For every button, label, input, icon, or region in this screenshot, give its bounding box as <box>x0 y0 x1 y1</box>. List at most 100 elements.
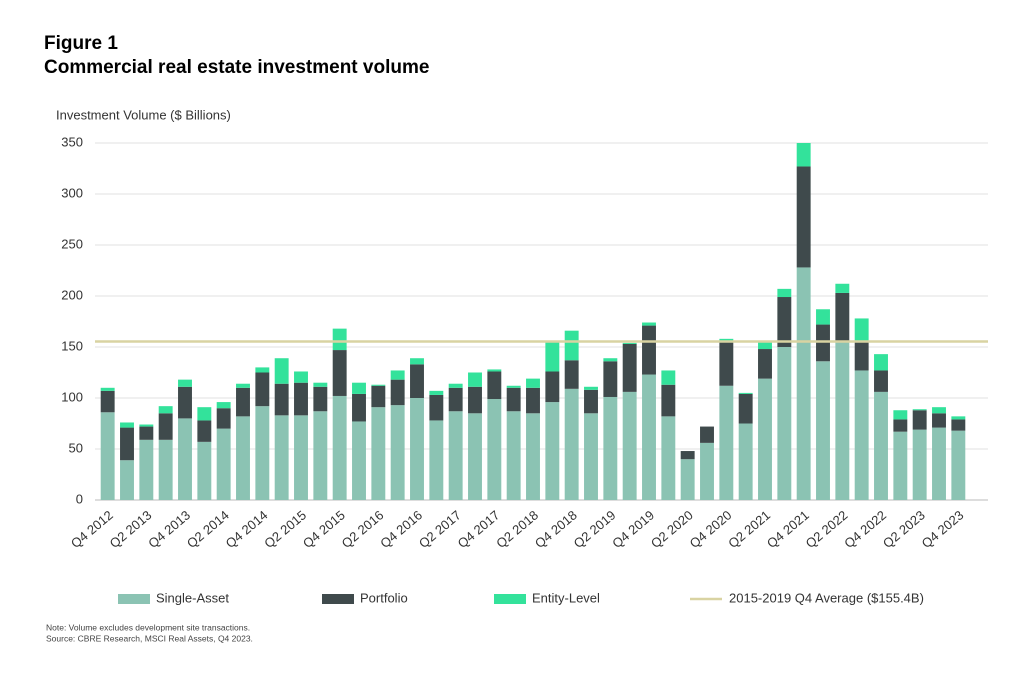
bar-segment <box>526 413 540 500</box>
bar-segment <box>429 394 444 421</box>
bar-segment <box>274 415 289 500</box>
bar-segment <box>526 378 540 388</box>
bar-segment <box>371 385 386 408</box>
bar-segment <box>120 422 134 428</box>
bar-segment <box>332 395 347 500</box>
bar-segment <box>255 372 270 407</box>
bar-segment <box>680 459 695 500</box>
bar-segment <box>410 398 424 500</box>
note: Source: CBRE Research, MSCI Real Assets,… <box>46 633 253 643</box>
bar-segment <box>642 325 656 375</box>
bar-segment <box>816 309 830 325</box>
x-tick-label: Q4 2016 <box>377 507 425 551</box>
bar-segment <box>313 386 328 412</box>
x-tick-label: Q4 2020 <box>687 507 735 551</box>
y-tick-label: 0 <box>76 491 83 506</box>
bar-segment <box>893 431 908 500</box>
bar-segment <box>236 387 250 417</box>
bar-segment <box>816 324 830 362</box>
bar-segment <box>332 350 347 396</box>
bar-segment <box>564 388 579 500</box>
bar-segment <box>448 387 463 412</box>
x-tick-label: Q4 2018 <box>532 507 580 551</box>
bar-segment <box>545 341 560 372</box>
bar-segment <box>448 383 463 388</box>
bar-segment <box>313 382 328 387</box>
chart-subtitle: Commercial real estate investment volume <box>44 57 429 78</box>
y-tick-label: 250 <box>61 236 83 251</box>
bar-segment <box>874 391 888 500</box>
x-tick-label: Q2 2017 <box>416 507 464 551</box>
bar-segment <box>139 424 154 427</box>
bar-segment <box>758 349 772 379</box>
bar-segment <box>932 427 946 500</box>
bar-segment <box>390 370 405 380</box>
y-tick-label: 350 <box>61 134 83 149</box>
note: Note: Volume excludes development site t… <box>46 622 250 632</box>
bar-segment <box>835 283 850 293</box>
bar-segment <box>912 429 927 500</box>
y-tick-label: 50 <box>69 440 83 455</box>
bar-segment <box>178 379 192 387</box>
bar-segment <box>468 386 482 414</box>
bar-segment <box>700 426 714 443</box>
x-tick-label: Q2 2018 <box>493 507 541 551</box>
bar-segment <box>738 392 753 394</box>
x-tick-label: Q2 2021 <box>725 507 773 551</box>
bar-segment <box>854 370 869 500</box>
bar-segment <box>197 420 212 442</box>
bar-segment <box>216 408 231 429</box>
legend-label: Entity-Level <box>532 590 600 605</box>
bar-segment <box>816 361 830 500</box>
bar-segment <box>777 297 792 347</box>
x-tick-label: Q2 2019 <box>571 507 619 551</box>
bar-segment <box>506 411 521 500</box>
bar-segment <box>526 387 540 414</box>
x-tick-label: Q2 2023 <box>880 507 928 551</box>
bar-segment <box>584 386 598 390</box>
bar-segment <box>120 460 134 500</box>
bar-segment <box>216 428 231 500</box>
bar-segment <box>313 411 328 500</box>
bar-segment <box>932 407 946 414</box>
bar-segment <box>854 318 869 342</box>
x-tick-label: Q4 2017 <box>455 507 503 551</box>
bar-segment <box>893 419 908 432</box>
x-tick-label: Q4 2015 <box>300 507 348 551</box>
bar-segment <box>506 387 521 412</box>
bar-segment <box>603 361 618 397</box>
bar-segment <box>835 341 850 500</box>
bar-segment <box>487 369 502 372</box>
bar-segment <box>255 406 270 500</box>
bar-segment <box>545 371 560 403</box>
chart-title: Figure 1 <box>44 33 118 54</box>
bar-segment <box>410 358 424 365</box>
bar-segment <box>100 387 115 391</box>
bar-segment <box>874 370 888 392</box>
bar-segment <box>661 416 676 500</box>
x-tick-label: Q4 2012 <box>68 507 116 551</box>
bar-segment <box>603 396 618 500</box>
legend-swatch <box>322 594 354 604</box>
bar-segment <box>777 288 792 298</box>
bar-segment <box>197 407 212 421</box>
legend-swatch <box>494 594 526 604</box>
y-tick-label: 100 <box>61 389 83 404</box>
bar-segment <box>158 413 173 440</box>
bar-segment <box>178 386 192 419</box>
bar-segment <box>661 370 676 385</box>
x-tick-label: Q2 2022 <box>803 507 851 551</box>
y-tick-label: 300 <box>61 185 83 200</box>
bar-segment <box>893 410 908 420</box>
bar-segment <box>680 451 695 460</box>
bar-segment <box>100 390 115 413</box>
bar-segment <box>758 341 772 350</box>
bar-segment <box>429 420 444 500</box>
bar-segment <box>255 367 270 373</box>
bar-segment <box>661 384 676 417</box>
x-tick-label: Q4 2022 <box>841 507 889 551</box>
bar-segment <box>100 412 115 500</box>
x-tick-label: Q4 2019 <box>609 507 657 551</box>
legend-label: Portfolio <box>360 590 408 605</box>
y-tick-label: 150 <box>61 338 83 353</box>
